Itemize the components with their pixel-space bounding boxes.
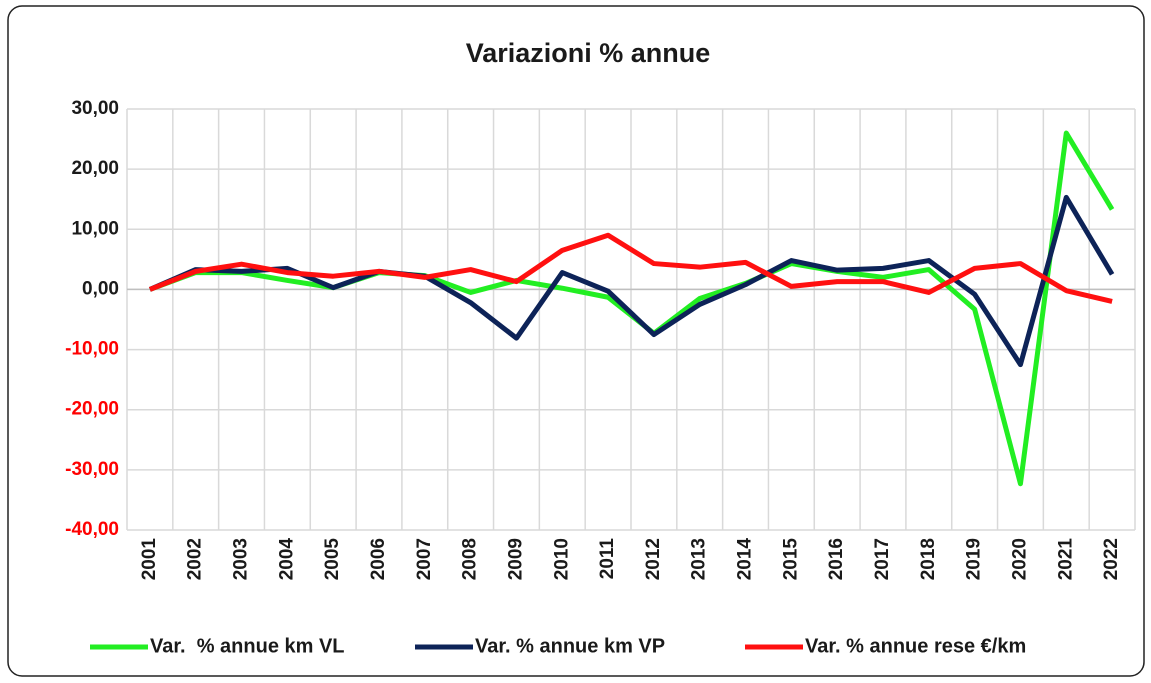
x-tick-label: 2010 (551, 538, 572, 580)
x-tick-label: 2015 (780, 538, 801, 581)
y-tick-label: 30,00 (71, 98, 119, 119)
chart-title: Variazioni % annue (466, 38, 711, 68)
x-tick-label: 2003 (231, 538, 252, 580)
x-tick-label: 2021 (1055, 538, 1076, 581)
x-tick-label: 2016 (826, 538, 847, 580)
x-tick-label: 2005 (322, 538, 343, 581)
x-tick-label: 2006 (368, 538, 389, 580)
x-tick-label: 2007 (414, 538, 435, 580)
y-tick-label: -10,00 (65, 339, 119, 360)
legend-label: Var. % annue km VL (150, 635, 345, 657)
x-tick-label: 2018 (918, 538, 939, 580)
x-tick-label: 2019 (964, 538, 985, 580)
x-tick-label: 2022 (1101, 538, 1122, 580)
legend-label: Var. % annue rese €/km (805, 635, 1026, 657)
x-tick-label: 2012 (643, 538, 664, 580)
x-tick-label: 2020 (1009, 538, 1030, 580)
y-tick-label: -40,00 (65, 519, 119, 540)
y-tick-label: -20,00 (65, 399, 119, 420)
y-tick-label: -30,00 (65, 459, 119, 480)
x-tick-label: 2004 (276, 538, 297, 581)
x-tick-label: 2008 (460, 538, 481, 580)
x-tick-label: 2017 (872, 538, 893, 580)
x-tick-label: 2001 (139, 538, 160, 581)
x-tick-label: 2009 (505, 538, 526, 580)
y-tick-label: 0,00 (82, 278, 119, 299)
series-line (148, 232, 1113, 304)
x-tick-label: 2002 (185, 538, 206, 580)
x-tick-label: 2014 (735, 538, 756, 581)
y-tick-label: 20,00 (71, 158, 119, 179)
legend-label: Var. % annue km VP (475, 635, 665, 657)
x-tick-label: 2013 (689, 538, 710, 580)
y-tick-label: 10,00 (71, 218, 119, 239)
x-tick-label: 2011 (597, 538, 618, 580)
series-line (148, 194, 1115, 368)
